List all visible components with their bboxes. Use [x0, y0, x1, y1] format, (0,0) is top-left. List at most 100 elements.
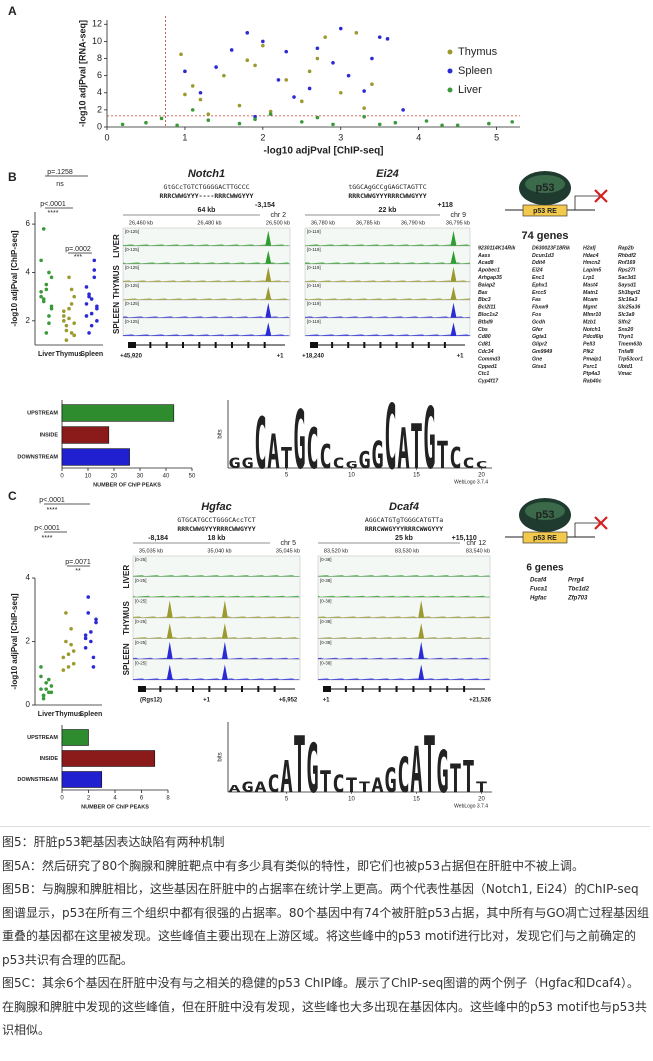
gene: Cpped1 [478, 364, 497, 370]
exon [138, 686, 146, 692]
peak [418, 600, 425, 618]
track-range: [0-25] [135, 661, 147, 666]
track-signal [133, 616, 300, 618]
annotation: ** [75, 568, 81, 575]
gene: Fbxw9 [532, 305, 548, 311]
motif: RRRCWWGYYY----RRRCWWGYYY [160, 192, 254, 200]
track-row [304, 263, 471, 283]
logo-letter: G [423, 390, 435, 489]
track-signal [305, 262, 470, 264]
annotation: p=.0071 [65, 559, 91, 566]
gene: Rap2b [618, 245, 635, 251]
point [72, 321, 76, 326]
point [72, 333, 76, 338]
x-tick-label: 2 [260, 132, 265, 142]
point [338, 90, 343, 95]
point [206, 112, 211, 116]
point [331, 61, 335, 65]
bar [61, 750, 156, 767]
legend-marker [447, 87, 453, 93]
peak [418, 664, 425, 680]
track-range: [0-119] [307, 301, 321, 306]
track-row [132, 617, 301, 639]
track-signal [305, 316, 470, 318]
point [440, 123, 444, 128]
y-tick-label: 2 [97, 104, 102, 114]
response-element [522, 204, 568, 217]
track-row [132, 597, 301, 619]
response-element [522, 531, 568, 544]
x-tick-label: 5 [285, 797, 289, 803]
point [144, 120, 148, 125]
track-range: [0-119] [307, 319, 321, 324]
point [92, 258, 97, 263]
point [401, 108, 405, 112]
point [198, 97, 203, 102]
logo-letter: G [345, 459, 357, 470]
gene: Ctc1 [478, 371, 489, 377]
element-label: p53 RE [533, 535, 557, 542]
blocked [594, 516, 608, 530]
point [214, 65, 218, 69]
y-tick-label: 4 [26, 268, 31, 277]
point [83, 636, 88, 641]
point [64, 611, 68, 615]
gene: Psrc1 [583, 364, 597, 370]
logo-letter: C [254, 404, 266, 485]
track-signal [318, 616, 490, 618]
point [47, 314, 51, 318]
track-row [304, 227, 471, 247]
logo-letter: A [254, 779, 267, 796]
y-tick-label: 8 [97, 53, 102, 63]
gene: Fos [532, 312, 541, 318]
point [338, 26, 343, 31]
exon [247, 342, 250, 348]
y-tick-label: 2 [26, 316, 31, 325]
gene: Gm9949 [532, 349, 552, 355]
point [61, 668, 66, 672]
track-row [304, 299, 471, 319]
gene: Trp53cor1 [618, 356, 643, 362]
annotation: **** [42, 535, 53, 542]
point [292, 95, 296, 99]
point [323, 35, 327, 39]
point [39, 258, 43, 263]
y-tick-label: UPSTREAM [27, 410, 58, 416]
point [94, 620, 98, 625]
y-tick-label: UPSTREAM [27, 735, 58, 741]
track-row [122, 317, 291, 337]
point [87, 331, 91, 335]
gene: 9230114K14Rik [478, 245, 517, 251]
x-axis-label: NUMBER OF ChIP PEAKS [93, 482, 161, 488]
logo-letter: G [241, 779, 253, 796]
gene: Bcl2l11 [478, 305, 496, 311]
gene: Slfn2 [618, 319, 631, 325]
tissue-label: LIVER [122, 565, 131, 589]
x-tick-label: 20 [478, 797, 485, 803]
gene: H2afj [583, 245, 596, 251]
y-tick-label: DOWNSTREAM [17, 454, 58, 460]
point [120, 122, 125, 127]
peak [166, 641, 173, 660]
point [67, 316, 71, 321]
x-tick-label: 20 [111, 474, 118, 480]
peak [265, 230, 272, 246]
x-tick-label: 15 [413, 797, 420, 803]
chromosome: chr 9 [450, 212, 466, 219]
track-signal [305, 334, 470, 336]
point [346, 73, 351, 78]
logo-letter: C [397, 746, 409, 803]
gene: Tbc1d2 [568, 587, 590, 593]
coordinate: 26,460 kb [129, 220, 153, 226]
track-range: [0-125] [125, 229, 139, 234]
gene-coordinate: +1 [323, 698, 331, 704]
y-tick-label: DOWNSTREAM [17, 777, 58, 783]
peak [265, 322, 272, 336]
point [300, 99, 304, 104]
peak [166, 623, 173, 639]
logo-letter: C [449, 442, 461, 475]
exon [182, 342, 184, 348]
gene-name: Dcaf4 [389, 501, 419, 513]
point [370, 82, 374, 86]
y-tick-label: 2 [26, 637, 31, 646]
